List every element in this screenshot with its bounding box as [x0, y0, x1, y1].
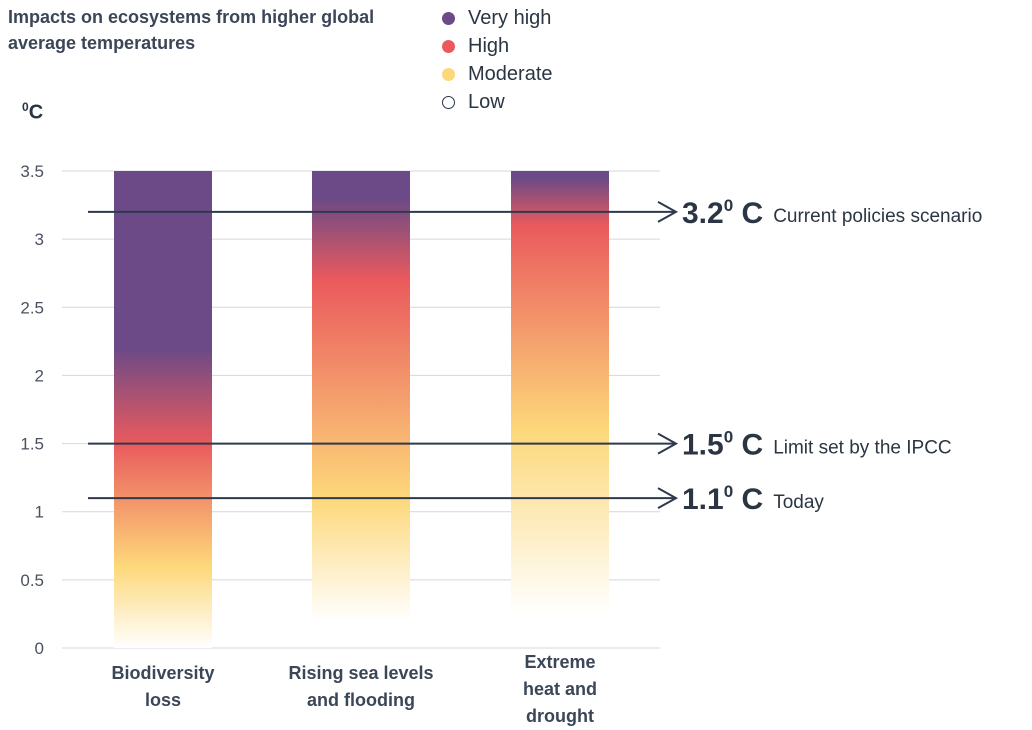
legend-label-low: Low — [468, 91, 505, 113]
legend-swatch-moderate — [442, 67, 455, 81]
annotation-unit: C — [733, 197, 763, 230]
legend-swatch-high — [442, 39, 455, 53]
annotation-unit: C — [733, 429, 763, 462]
annotation-label: Today — [773, 492, 824, 513]
category-label-line: Extreme — [524, 652, 595, 672]
annotation-arrow-head — [657, 432, 679, 455]
bar-3 — [511, 171, 609, 614]
legend: Very high High Moderate Low — [442, 4, 553, 116]
y-axis-unit-degree: 0 — [22, 100, 29, 114]
legend-item-very-high: Very high — [442, 4, 553, 32]
annotation-value: 1.50 C — [682, 428, 763, 462]
annotation-number: 1.5 — [682, 429, 724, 462]
y-axis-unit-text: C — [28, 101, 44, 124]
y-tick-label: 3.5 — [20, 162, 44, 181]
category-label-line: drought — [526, 706, 594, 726]
legend-swatch-low — [442, 95, 455, 109]
annotation-degree: 0 — [724, 428, 733, 447]
category-label-line: and flooding — [307, 690, 415, 710]
legend-item-high: High — [442, 32, 553, 60]
category-label: Biodiversity loss — [111, 663, 214, 710]
bar-1 — [114, 171, 212, 648]
annotation-value: 3.20 C — [682, 196, 763, 230]
annotation-degree: 0 — [724, 482, 733, 501]
category-label: Rising sea levels and flooding — [288, 663, 433, 710]
annotation-number: 3.2 — [682, 197, 724, 230]
annotation-degree: 0 — [724, 196, 733, 215]
legend-item-low: Low — [442, 88, 553, 116]
annotation-arrow-head — [657, 487, 679, 509]
bar-2 — [312, 171, 410, 621]
annotation-label: Limit set by the IPCC — [773, 438, 951, 459]
category-label-line: Biodiversity — [111, 663, 214, 683]
bars — [114, 171, 609, 648]
y-tick-label: 0.5 — [20, 571, 44, 590]
legend-label-very-high: Very high — [468, 7, 552, 29]
annotation-unit: C — [733, 483, 763, 516]
legend-item-moderate: Moderate — [442, 60, 553, 88]
annotation-arrow-head — [657, 201, 679, 223]
legend-swatch-very-high — [442, 11, 455, 25]
y-tick-labels: 0 0.5 1 1.5 2 2.5 3 3.5 — [20, 162, 44, 658]
y-axis-unit-label: 0C — [22, 100, 43, 125]
y-tick-label: 2 — [35, 366, 44, 385]
y-tick-label: 3 — [35, 230, 44, 249]
legend-label-moderate: Moderate — [468, 63, 553, 85]
legend-label-high: High — [468, 35, 510, 57]
annotation-value: 1.10 C — [682, 482, 763, 516]
category-label-line: heat and — [523, 679, 597, 699]
y-tick-label: 1.5 — [20, 435, 44, 454]
y-tick-label: 0 — [35, 639, 44, 658]
y-tick-label: 2.5 — [20, 298, 44, 317]
annotation-label: Current policies scenario — [773, 206, 982, 227]
category-label: Extreme heat and drought — [523, 652, 597, 726]
category-labels: Biodiversity loss Rising sea levels and flo… — [111, 652, 597, 726]
chart-title: Impacts on ecosystems from higher global… — [8, 7, 375, 53]
category-label-line: loss — [145, 690, 181, 710]
annotation-number: 1.1 — [682, 483, 724, 516]
category-label-line: Rising sea levels — [288, 663, 433, 683]
y-tick-label: 1 — [35, 503, 44, 522]
